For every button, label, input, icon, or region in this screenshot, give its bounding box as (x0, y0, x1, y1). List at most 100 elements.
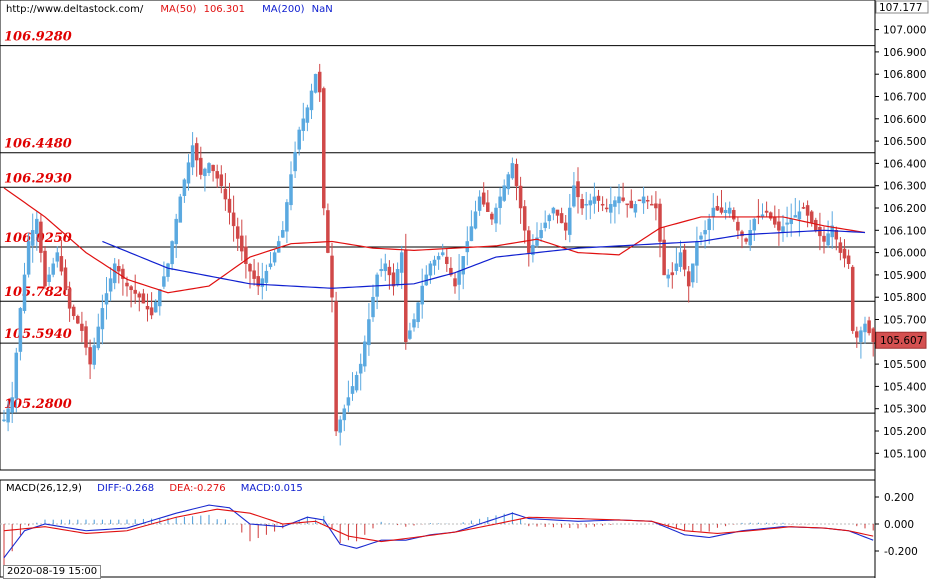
candle-body (10, 397, 14, 413)
candle-body (658, 203, 662, 242)
candle-body (363, 341, 367, 367)
candle-body (727, 207, 732, 214)
candle-body (801, 207, 806, 209)
candle-body (178, 196, 183, 223)
candle-body (383, 263, 388, 272)
price-tick-label: 105.100 (883, 448, 926, 460)
candle-body (2, 419, 6, 422)
candle-body (818, 226, 822, 237)
candle-body (371, 296, 375, 318)
candle-body (305, 107, 310, 123)
candle-body (613, 200, 617, 207)
candle-body (867, 320, 871, 334)
candle-body (506, 174, 511, 190)
candle-body (199, 157, 203, 175)
candle-body (133, 289, 137, 294)
candle-body (395, 269, 400, 286)
level-label: 106.4480 (4, 137, 72, 152)
macd-dea-line (3, 508, 874, 543)
candle-body (846, 255, 851, 265)
candle-body (744, 238, 748, 242)
level-label: 105.7820 (4, 285, 72, 300)
candle-body (121, 268, 125, 279)
candle-body (490, 213, 494, 220)
candle-body (350, 386, 355, 394)
source-link[interactable]: http://www.deltastock.com/ (6, 4, 144, 15)
candle-body (313, 73, 318, 93)
candle-body (592, 196, 597, 204)
candle-body (71, 306, 76, 317)
candle-body (358, 363, 363, 374)
candle-body (88, 347, 92, 365)
candle-body (14, 352, 19, 399)
candle-body (408, 330, 412, 339)
candle-body (699, 235, 703, 240)
candle-body (563, 222, 568, 231)
candle-body (100, 308, 105, 330)
candle-body (80, 323, 84, 331)
candle-body (129, 286, 133, 291)
candle-body (522, 206, 527, 231)
ma50-line (3, 187, 866, 294)
macd-panel (0, 479, 876, 578)
candle-body (330, 255, 334, 298)
candle-body (260, 278, 265, 287)
candle-body (39, 221, 43, 253)
candle-body (457, 270, 461, 285)
candle-body (691, 263, 695, 283)
candle-body (814, 219, 818, 231)
candle-body (190, 145, 195, 168)
candle-body (26, 241, 31, 275)
candle-body (76, 315, 80, 324)
candle-body (436, 256, 441, 260)
price-panel (0, 0, 876, 471)
candle-body (527, 230, 531, 253)
candle-body (785, 222, 789, 225)
candle-body (764, 210, 769, 213)
candle-body (125, 282, 129, 287)
top-value-box (875, 0, 929, 14)
price-tick-label: 106.900 (883, 47, 926, 59)
candle-body (215, 171, 219, 179)
candle-body (162, 276, 166, 287)
candle-body (145, 305, 150, 310)
candle-body (805, 205, 810, 216)
current-price: 105.607 (880, 335, 923, 347)
candle-body (346, 397, 351, 406)
candle-body (645, 199, 650, 202)
candle-body (502, 185, 506, 201)
candle-body (670, 272, 675, 276)
candle-body (317, 71, 322, 93)
candle-body (473, 211, 478, 229)
price-tick-label: 105.800 (883, 292, 926, 304)
candle-body (158, 289, 162, 307)
candle-body (268, 263, 273, 268)
candle-body (682, 249, 687, 270)
price-tick-label: 105.400 (883, 381, 926, 393)
price-tick-label: 106.800 (883, 69, 926, 81)
current-price-box (875, 331, 927, 349)
candle-body (842, 248, 847, 259)
price-tick-label: 106.300 (883, 181, 926, 193)
price-tick-label: 105.200 (883, 426, 926, 438)
candle-body (572, 185, 576, 207)
candle-body (272, 252, 277, 263)
price-tick-label: 106.100 (883, 225, 926, 237)
candle-body (588, 200, 593, 206)
candle-body (752, 218, 757, 231)
candle-body (555, 209, 560, 216)
candle-body (838, 242, 843, 253)
candle-body (30, 230, 35, 246)
candle-body (576, 181, 580, 198)
candle-body (141, 293, 146, 304)
candle-body (326, 210, 330, 253)
ma50-label: MA(50) (160, 4, 197, 15)
candle-body (240, 235, 244, 252)
candle-body (55, 252, 60, 262)
candle-body (108, 278, 113, 292)
candle-body (650, 203, 654, 206)
candle-body (535, 237, 539, 246)
candle-body (625, 203, 629, 206)
ma200-label: MA(200) (262, 4, 305, 15)
